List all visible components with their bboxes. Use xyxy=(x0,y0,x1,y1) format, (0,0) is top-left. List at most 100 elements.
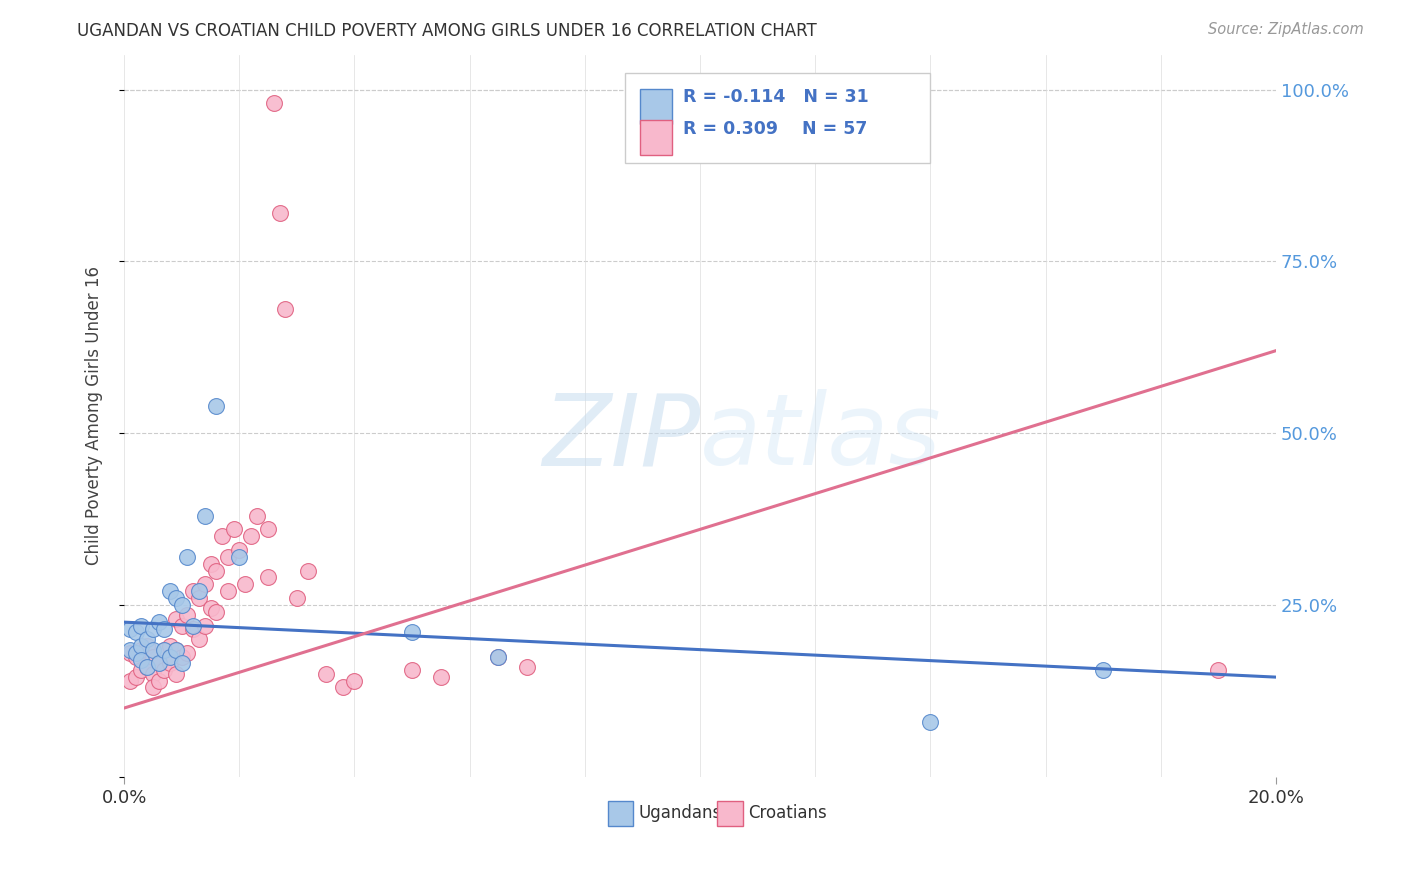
Point xyxy=(194,508,217,523)
Point xyxy=(245,508,267,523)
Point xyxy=(332,681,354,695)
Point xyxy=(488,649,510,664)
Bar xyxy=(640,89,672,124)
Point xyxy=(401,625,423,640)
Text: R = 0.309    N = 57: R = 0.309 N = 57 xyxy=(683,120,868,138)
Text: Ugandans: Ugandans xyxy=(638,804,723,822)
Point xyxy=(142,666,165,681)
Point xyxy=(148,615,170,629)
Point xyxy=(176,549,198,564)
Point xyxy=(142,622,165,636)
Point xyxy=(159,584,181,599)
Point xyxy=(205,564,228,578)
Point xyxy=(153,642,176,657)
Point xyxy=(165,591,187,605)
Point xyxy=(343,673,366,688)
Point xyxy=(148,673,170,688)
Point xyxy=(142,642,165,657)
Point xyxy=(217,549,239,564)
Point xyxy=(181,618,204,632)
Point xyxy=(153,663,176,677)
Point xyxy=(200,557,222,571)
Point xyxy=(165,612,187,626)
Point xyxy=(142,681,165,695)
Point xyxy=(315,666,337,681)
Point xyxy=(153,642,176,657)
Point xyxy=(165,642,187,657)
Text: atlas: atlas xyxy=(700,389,942,486)
Point xyxy=(165,642,187,657)
Bar xyxy=(717,801,742,826)
Point xyxy=(257,570,280,584)
Point xyxy=(170,618,193,632)
Point xyxy=(136,632,159,647)
Point xyxy=(269,206,291,220)
Point xyxy=(1208,663,1230,677)
Point xyxy=(131,642,153,657)
Point xyxy=(920,714,942,729)
Point xyxy=(401,663,423,677)
Point xyxy=(136,660,159,674)
Text: UGANDAN VS CROATIAN CHILD POVERTY AMONG GIRLS UNDER 16 CORRELATION CHART: UGANDAN VS CROATIAN CHILD POVERTY AMONG … xyxy=(77,22,817,40)
Point xyxy=(131,618,153,632)
Point xyxy=(131,653,153,667)
Point xyxy=(194,618,217,632)
Point xyxy=(131,663,153,677)
Point xyxy=(159,649,181,664)
Point xyxy=(136,639,159,653)
Point xyxy=(188,632,211,647)
Bar xyxy=(640,120,672,154)
Point xyxy=(124,646,146,660)
Point xyxy=(430,670,453,684)
Point xyxy=(118,646,141,660)
Point xyxy=(285,591,308,605)
Point xyxy=(211,529,233,543)
Point xyxy=(228,543,250,558)
Point xyxy=(516,660,538,674)
Point xyxy=(124,670,146,684)
Point xyxy=(233,577,256,591)
Point xyxy=(148,657,170,671)
Bar xyxy=(607,801,633,826)
Point xyxy=(1092,663,1115,677)
Point xyxy=(124,649,146,664)
Point xyxy=(181,622,204,636)
Point xyxy=(136,660,159,674)
Point xyxy=(153,622,176,636)
Point xyxy=(170,598,193,612)
Point xyxy=(205,399,228,413)
Point xyxy=(239,529,262,543)
Point xyxy=(222,522,245,536)
Point xyxy=(176,646,198,660)
Y-axis label: Child Poverty Among Girls Under 16: Child Poverty Among Girls Under 16 xyxy=(86,267,103,566)
Point xyxy=(188,591,211,605)
Text: R = -0.114   N = 31: R = -0.114 N = 31 xyxy=(683,88,869,106)
Point xyxy=(194,577,217,591)
Point xyxy=(170,649,193,664)
Point xyxy=(181,584,204,599)
Point xyxy=(200,601,222,615)
Point xyxy=(205,605,228,619)
Point xyxy=(297,564,319,578)
Point xyxy=(159,657,181,671)
Point xyxy=(488,649,510,664)
Point xyxy=(274,302,297,317)
Point xyxy=(176,608,198,623)
Point xyxy=(257,522,280,536)
Point xyxy=(118,642,141,657)
Point xyxy=(142,649,165,664)
FancyBboxPatch shape xyxy=(626,73,931,163)
Point xyxy=(131,639,153,653)
Text: ZIP: ZIP xyxy=(541,389,700,486)
Point xyxy=(118,622,141,636)
Point xyxy=(170,657,193,671)
Point xyxy=(217,584,239,599)
Point xyxy=(263,96,285,111)
Point xyxy=(159,639,181,653)
Point xyxy=(188,584,211,599)
Point xyxy=(148,657,170,671)
Point xyxy=(118,673,141,688)
Point xyxy=(228,549,250,564)
Text: Source: ZipAtlas.com: Source: ZipAtlas.com xyxy=(1208,22,1364,37)
Point xyxy=(165,666,187,681)
